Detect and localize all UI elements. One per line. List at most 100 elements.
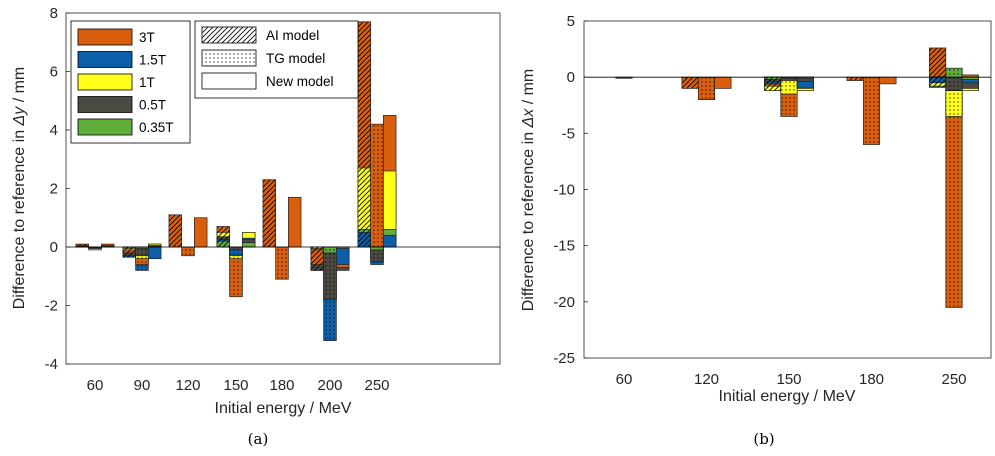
legend-pattern-none: [201, 72, 257, 90]
x-tick-label: 150: [223, 377, 248, 394]
bar-pattern-overlay: [135, 247, 149, 256]
bar-pattern-overlay: [370, 247, 384, 250]
bar-pattern-overlay: [780, 77, 798, 95]
bar-pattern-overlay: [122, 247, 136, 249]
bar-pattern-overlay: [181, 247, 195, 256]
y-tick-label: -25: [553, 350, 575, 367]
y-tick-label: 4: [50, 122, 58, 139]
x-tick-label: 250: [941, 371, 966, 388]
y-tick-label: -20: [553, 294, 575, 311]
bars-a: [75, 21, 397, 341]
y-axis-label-b-unit: / mm: [520, 69, 537, 109]
bar-pattern-overlay: [945, 68, 963, 78]
y-ticks-b: -25 -20 -15 -10 -5 0 5: [553, 13, 588, 367]
bar-pattern-overlay: [262, 179, 276, 247]
y-tick-label: 6: [50, 64, 58, 81]
bar-3T-new: [288, 196, 302, 248]
y-axis-label-b-symbol: Δx: [520, 108, 537, 129]
y-tick-label: -10: [553, 182, 575, 199]
bar-1_5T-new: [336, 246, 350, 265]
bar-pattern-overlay: [357, 232, 371, 247]
y-axis-label-a-unit: / mm: [11, 67, 28, 107]
bar-3T-new: [714, 76, 732, 89]
x-tick-label: 180: [269, 377, 294, 394]
y-tick-label: 5: [567, 13, 575, 30]
y-tick-label: 0: [567, 69, 575, 86]
bar-pattern-overlay: [310, 247, 324, 249]
bar-pattern-overlay: [846, 77, 864, 81]
x-tick-label: 90: [134, 377, 151, 394]
x-tick-label: 60: [616, 371, 633, 388]
y-ticks-a: -4 -2 0 2 4 6 8: [45, 5, 70, 373]
x-tick-label: 250: [364, 377, 389, 394]
bar-pattern-overlay: [275, 247, 289, 280]
bar-pattern-overlay: [323, 247, 337, 253]
subfigure-label-a: (a): [248, 430, 269, 448]
legend-label-0_5T: 0.5T: [139, 98, 166, 113]
bar-pattern-overlay: [370, 247, 384, 262]
legend-pattern-fill: [202, 27, 256, 43]
y-axis-label-b: Difference to reference in Δx / mm: [520, 69, 537, 312]
legend-label-1_5T: 1.5T: [139, 53, 166, 68]
legend-label-0_35T: 0.35T: [139, 120, 174, 135]
bar-pattern-overlay: [135, 247, 149, 249]
panel-b: -25 -20 -15 -10 -5 0 5 60 120 150 180 250 Initial …: [520, 13, 992, 448]
y-axis-label-a-prefix: Difference to reference in: [11, 125, 28, 309]
bar-0_35T-new: [242, 242, 256, 248]
x-tick-label: 180: [859, 371, 884, 388]
x-ticks-a: 60 90 120 150 180 200 250: [87, 377, 390, 394]
y-tick-label: -4: [45, 356, 58, 373]
legend-model: AI model TG model New model: [194, 20, 359, 99]
x-tick-label: 200: [317, 377, 342, 394]
panel-a: -4 -2 0 2 4 6 8 60 90 120 150 180 200 250 Initial en…: [11, 5, 501, 448]
x-tick-label: 60: [87, 377, 104, 394]
bar-1_5T-new: [383, 234, 397, 248]
bar-pattern-overlay: [945, 77, 963, 91]
bar-pattern-overlay: [945, 77, 963, 308]
bar-pattern-overlay: [698, 77, 715, 100]
legend-swatch-1_5T: [77, 51, 133, 68]
bar-pattern-overlay: [216, 241, 230, 247]
legend-swatch-0_5T: [77, 96, 133, 113]
x-axis-label-a: Initial energy / MeV: [215, 400, 352, 417]
legend-label-1T: 1T: [139, 75, 155, 90]
y-tick-label: 0: [50, 239, 58, 256]
bar-3T-new: [194, 217, 208, 248]
y-tick-label: 2: [50, 181, 58, 198]
bar-pattern-overlay: [357, 168, 371, 247]
x-tick-label: 120: [175, 377, 200, 394]
legend-swatch-3T: [77, 28, 133, 46]
legend-pattern-fill: [202, 50, 256, 66]
y-tick-label: 8: [50, 5, 58, 22]
bar-pattern-overlay: [780, 77, 798, 81]
bar-1_5T-new: [148, 246, 162, 260]
y-axis-label-b-prefix: Difference to reference in: [520, 127, 537, 311]
x-axis-label-b: Initial energy / MeV: [719, 388, 856, 405]
bar-pattern-overlay: [863, 77, 880, 145]
subfigure-label-b: (b): [753, 430, 774, 448]
y-tick-label: -2: [45, 298, 58, 315]
legend-swatch-0_35T: [77, 118, 133, 136]
y-tick-label: -15: [553, 238, 575, 255]
legend-label-3T: 3T: [139, 30, 155, 45]
bar-pattern-overlay: [929, 47, 946, 78]
bar-3T-new: [879, 76, 897, 85]
bar-pattern-overlay: [681, 77, 699, 89]
bar-pattern-overlay: [764, 77, 781, 80]
bar-pattern-overlay: [370, 124, 384, 247]
bar-pattern-overlay: [168, 214, 182, 247]
y-axis-label-a: Difference to reference in Δy / mm: [11, 67, 28, 310]
legend-label-new-model: New model: [266, 74, 334, 89]
legend-label-tg-model: TG model: [266, 51, 325, 66]
legend-swatch-1T: [77, 73, 133, 91]
x-tick-label: 120: [694, 371, 719, 388]
bar-pattern-overlay: [310, 247, 324, 265]
x-ticks-b: 60 120 150 180 250: [616, 371, 967, 388]
y-axis-label-a-symbol: Δy: [11, 106, 28, 127]
bar-pattern-overlay: [229, 247, 243, 297]
y-tick-label: -5: [562, 125, 575, 142]
legend-label-ai-model: AI model: [266, 28, 319, 43]
bar-pattern-overlay: [929, 77, 946, 83]
bar-pattern-overlay: [229, 247, 243, 256]
bar-pattern-overlay: [229, 247, 243, 250]
